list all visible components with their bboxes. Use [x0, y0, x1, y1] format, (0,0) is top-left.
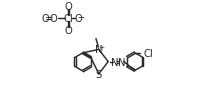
Text: −: −	[77, 13, 85, 21]
Text: O: O	[64, 2, 72, 12]
Text: N: N	[95, 45, 102, 55]
Text: Cl: Cl	[143, 48, 153, 58]
Text: O: O	[50, 14, 57, 24]
Text: N: N	[118, 57, 125, 67]
Text: Cl: Cl	[63, 14, 73, 24]
Text: +: +	[99, 45, 105, 51]
Text: S: S	[96, 69, 102, 79]
Text: O: O	[75, 14, 82, 24]
Text: O: O	[42, 14, 49, 24]
Text: =: =	[45, 14, 54, 24]
Text: N: N	[111, 57, 119, 67]
Text: O: O	[64, 26, 72, 36]
